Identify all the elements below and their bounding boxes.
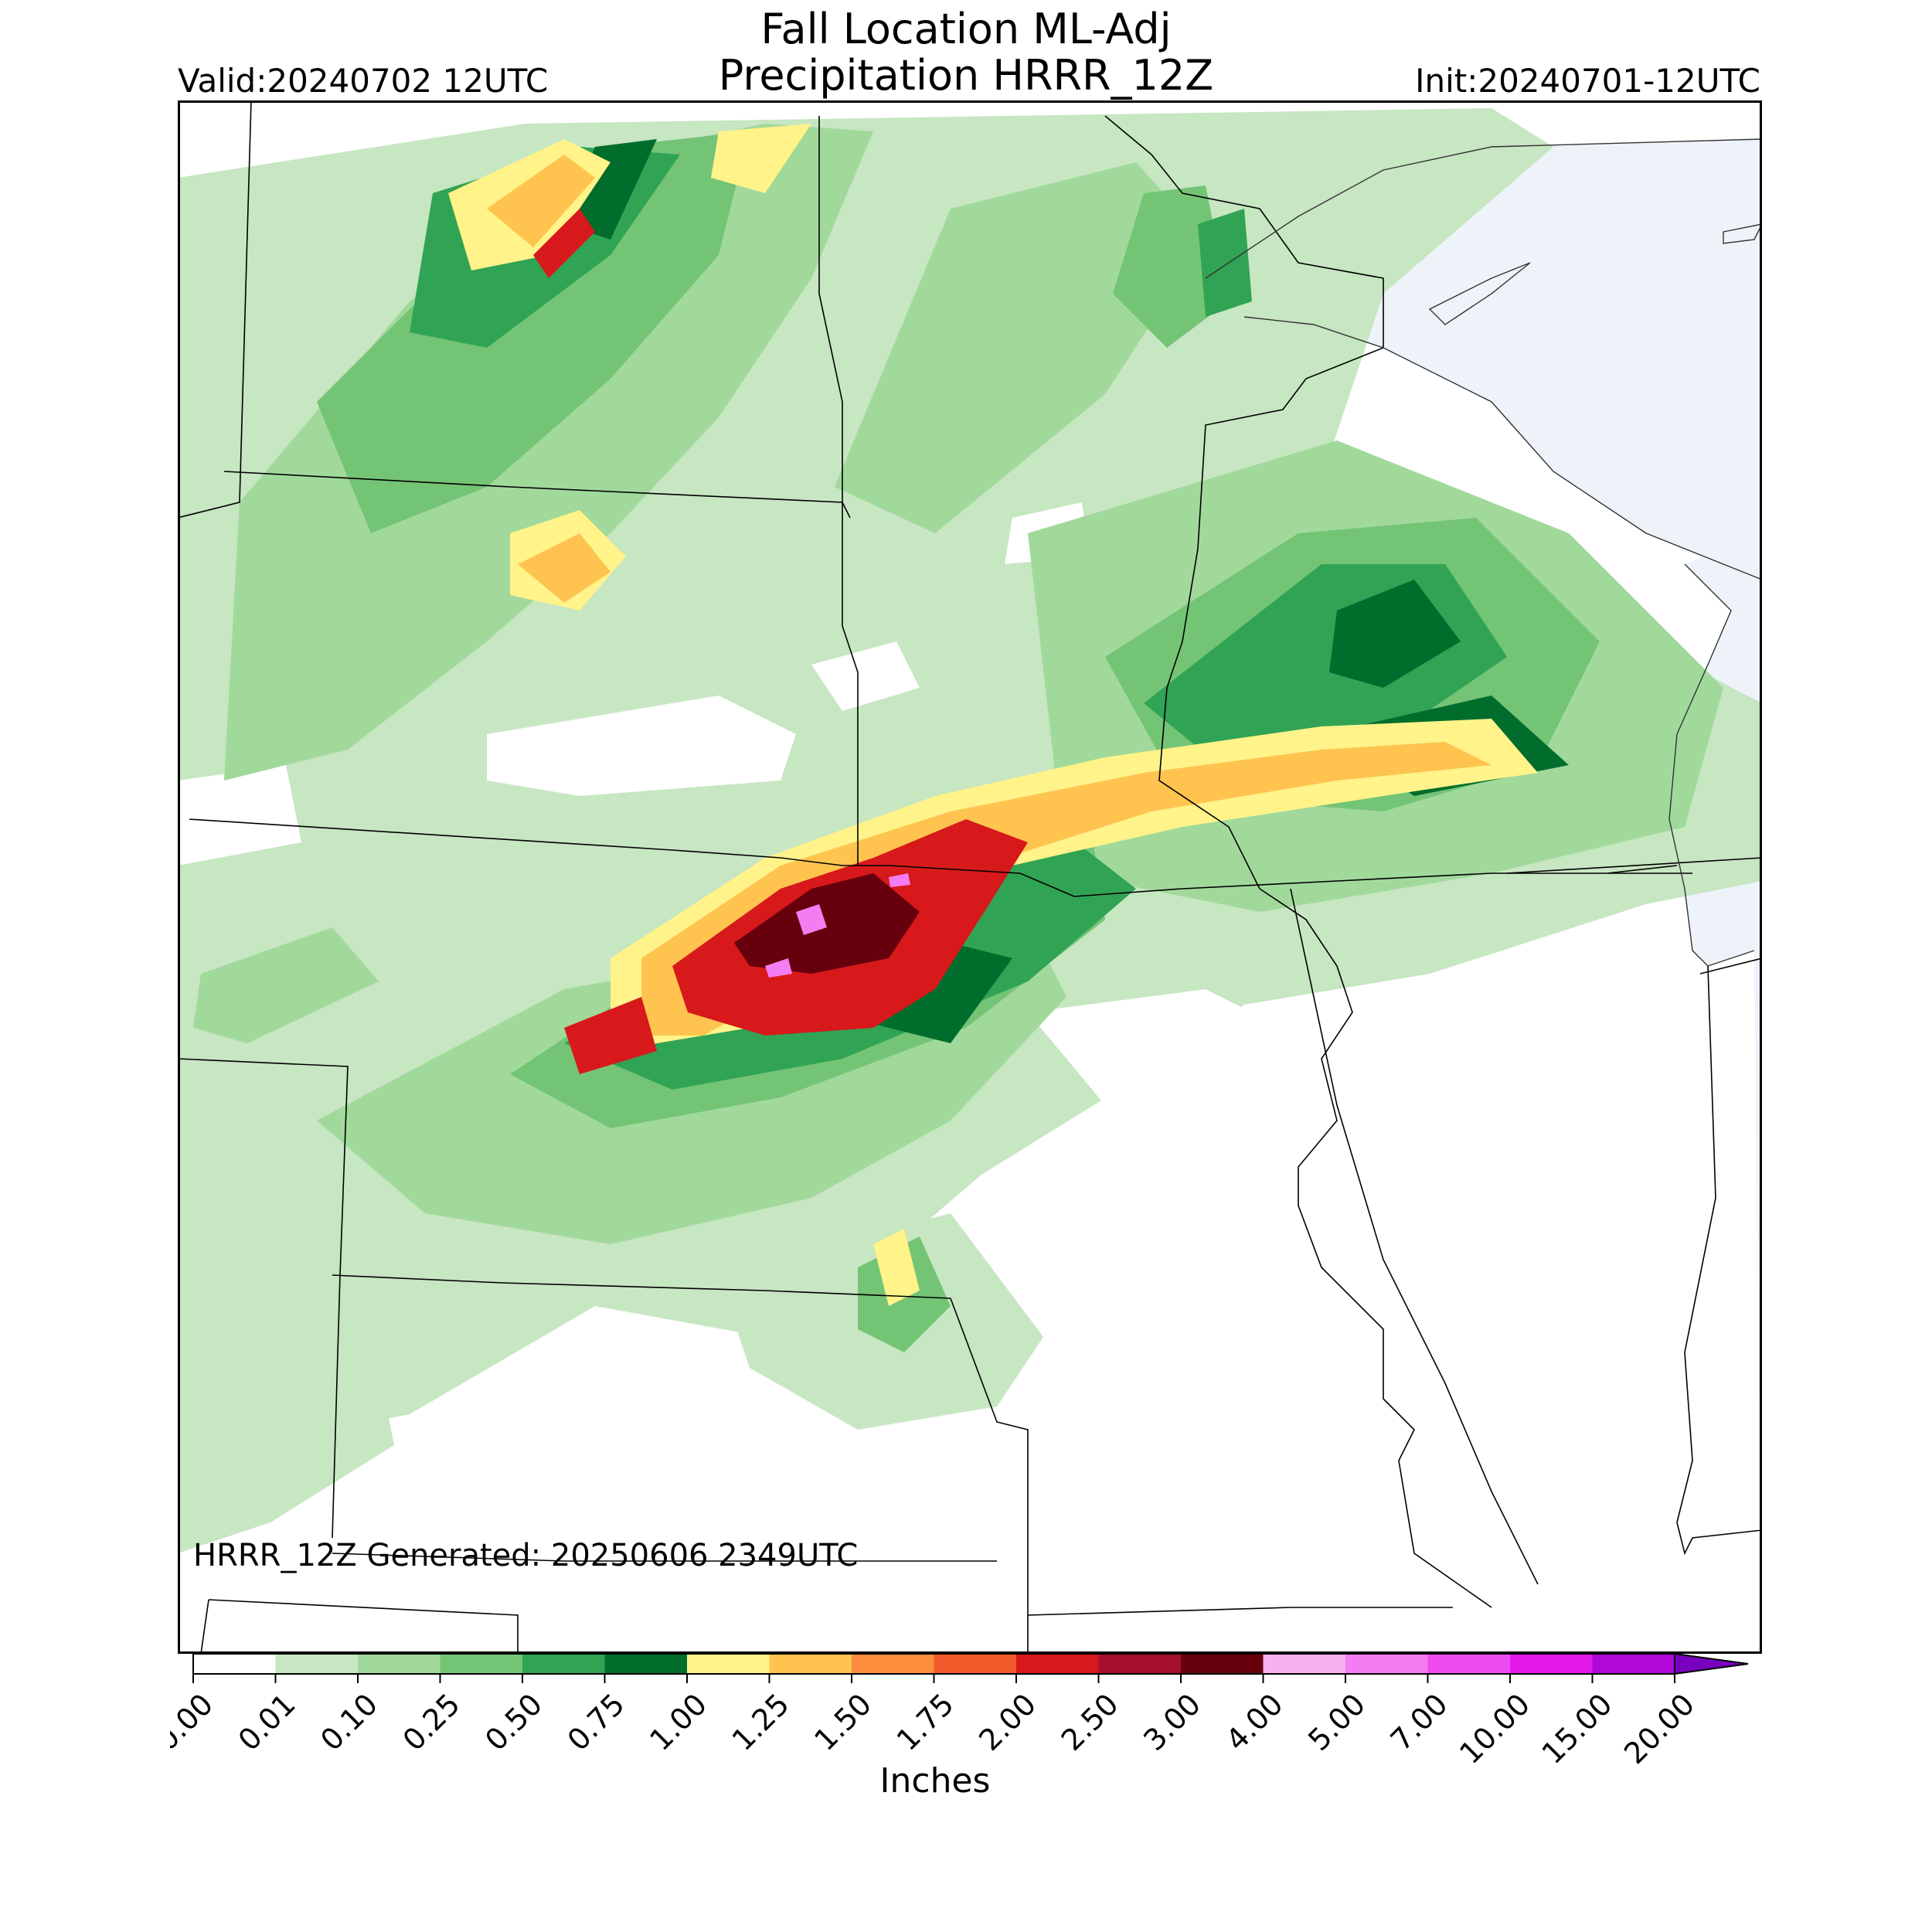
init-time-label: Init:20240701-12UTC: [1415, 62, 1760, 100]
colorbar-swatch: [604, 1654, 688, 1674]
colorbar-swatch: [1016, 1654, 1099, 1674]
precip-colorbar: 0.00 0.01 0.10 0.25 0.50 0.75 1.00 1.25 1.50 1.75…: [170, 1652, 1749, 1770]
colorbar-tick-label: 0.75: [561, 1687, 631, 1757]
precipitation-map: [178, 100, 1762, 1654]
colorbar-tick-label: 0.10: [314, 1687, 384, 1757]
colorbar-swatch: [275, 1654, 359, 1674]
colorbar-swatch: [440, 1654, 523, 1674]
colorbar-extend-arrow: [1674, 1652, 1749, 1675]
map-frame: [178, 100, 1762, 1654]
colorbar-tick-label: 3.00: [1137, 1687, 1207, 1757]
colorbar-tick-label: 5.00: [1301, 1687, 1372, 1757]
colorbar-swatch: [522, 1654, 605, 1674]
map-title-line1: Fall Location ML-Adj: [760, 5, 1172, 53]
colorbar-tick-label: 0.00: [170, 1687, 219, 1757]
colorbar-swatch: [358, 1654, 440, 1674]
precip-4in-spots: [765, 873, 910, 978]
colorbar-swatch: [852, 1654, 934, 1674]
colorbar-tick-label: 2.00: [972, 1687, 1043, 1757]
colorbar-swatch: [1510, 1654, 1593, 1674]
map-title-line2: Precipitation HRRR_12Z: [718, 51, 1214, 100]
colorbar-tick-label: 0.01: [232, 1687, 302, 1757]
colorbar-tick-label: 1.00: [643, 1687, 713, 1757]
colorbar-tick-label: 1.50: [808, 1687, 878, 1757]
valid-time-label: Valid:20240702 12UTC: [178, 62, 549, 100]
colorbar-swatch: [1592, 1654, 1675, 1674]
generated-timestamp: HRRR_12Z Generated: 20250606 2349UTC: [193, 1538, 859, 1573]
colorbar-tick-label: 4.00: [1219, 1687, 1290, 1757]
colorbar-swatch: [193, 1654, 276, 1674]
colorbar-tick-label: 15.00: [1536, 1687, 1619, 1770]
colorbar-tick-label: 0.50: [478, 1687, 549, 1757]
precip-3in-core: [734, 873, 920, 974]
colorbar-swatch: [934, 1654, 1017, 1674]
colorbar-swatch: [1098, 1654, 1182, 1674]
colorbar-tick-label: 1.75: [890, 1687, 961, 1757]
state-borders: [178, 100, 1762, 1654]
colorbar-tick-label: 20.00: [1617, 1687, 1701, 1770]
colorbar-swatch: [687, 1654, 770, 1674]
colorbar-swatch: [1181, 1654, 1264, 1674]
colorbar-tick-label: 1.25: [726, 1687, 796, 1757]
colorbar-tick-label: 7.00: [1384, 1687, 1454, 1757]
colorbar-tick-label: 10.00: [1453, 1687, 1536, 1770]
colorbar-tick-label: 0.25: [396, 1687, 467, 1757]
colorbar-swatch: [769, 1654, 852, 1674]
colorbar-swatch: [1263, 1654, 1346, 1674]
colorbar-swatch: [1345, 1654, 1428, 1674]
colorbar-tick-label: 2.50: [1055, 1687, 1125, 1757]
colorbar-unit-label: Inches: [879, 1761, 991, 1801]
lake-shorelines: [1205, 138, 1762, 967]
colorbar-swatch: [1427, 1654, 1511, 1674]
